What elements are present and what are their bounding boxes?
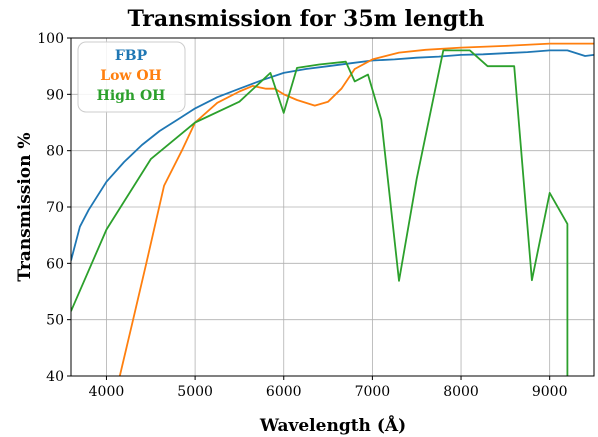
- y-tick-label: 90: [46, 87, 64, 103]
- x-tick-label: 4000: [89, 384, 125, 400]
- chart-title: Transmission for 35m length: [128, 6, 485, 32]
- legend-entry: Low OH: [100, 68, 162, 84]
- y-tick-label: 50: [46, 313, 64, 329]
- y-axis-label: Transmission %: [15, 132, 35, 281]
- x-axis-label: Wavelength (Å): [259, 414, 406, 436]
- legend-entry: FBP: [115, 48, 148, 64]
- y-tick-label: 60: [46, 256, 64, 272]
- x-tick-label: 5000: [177, 384, 213, 400]
- x-tick-label: 6000: [266, 384, 302, 400]
- series-lines: [71, 42, 594, 376]
- y-tick-label: 70: [46, 200, 64, 216]
- axis-ticks: 4000 5000 6000 7000 8000 9000 40 50 60 70 80 90 100: [37, 31, 567, 400]
- y-tick-label: 40: [46, 369, 64, 385]
- x-tick-label: 8000: [443, 384, 479, 400]
- series-line-fbp: [71, 49, 594, 261]
- y-tick-label: 80: [46, 144, 64, 160]
- legend-box: [77, 41, 186, 113]
- legend-entry: High OH: [97, 88, 166, 104]
- legend: FBP Low OH High OH: [77, 41, 186, 113]
- x-tick-label: 9000: [532, 384, 568, 400]
- y-tick-label: 100: [37, 31, 64, 47]
- series-line-high-oh: [71, 49, 569, 376]
- x-tick-label: 7000: [355, 384, 391, 400]
- series-line-low-oh: [118, 42, 594, 376]
